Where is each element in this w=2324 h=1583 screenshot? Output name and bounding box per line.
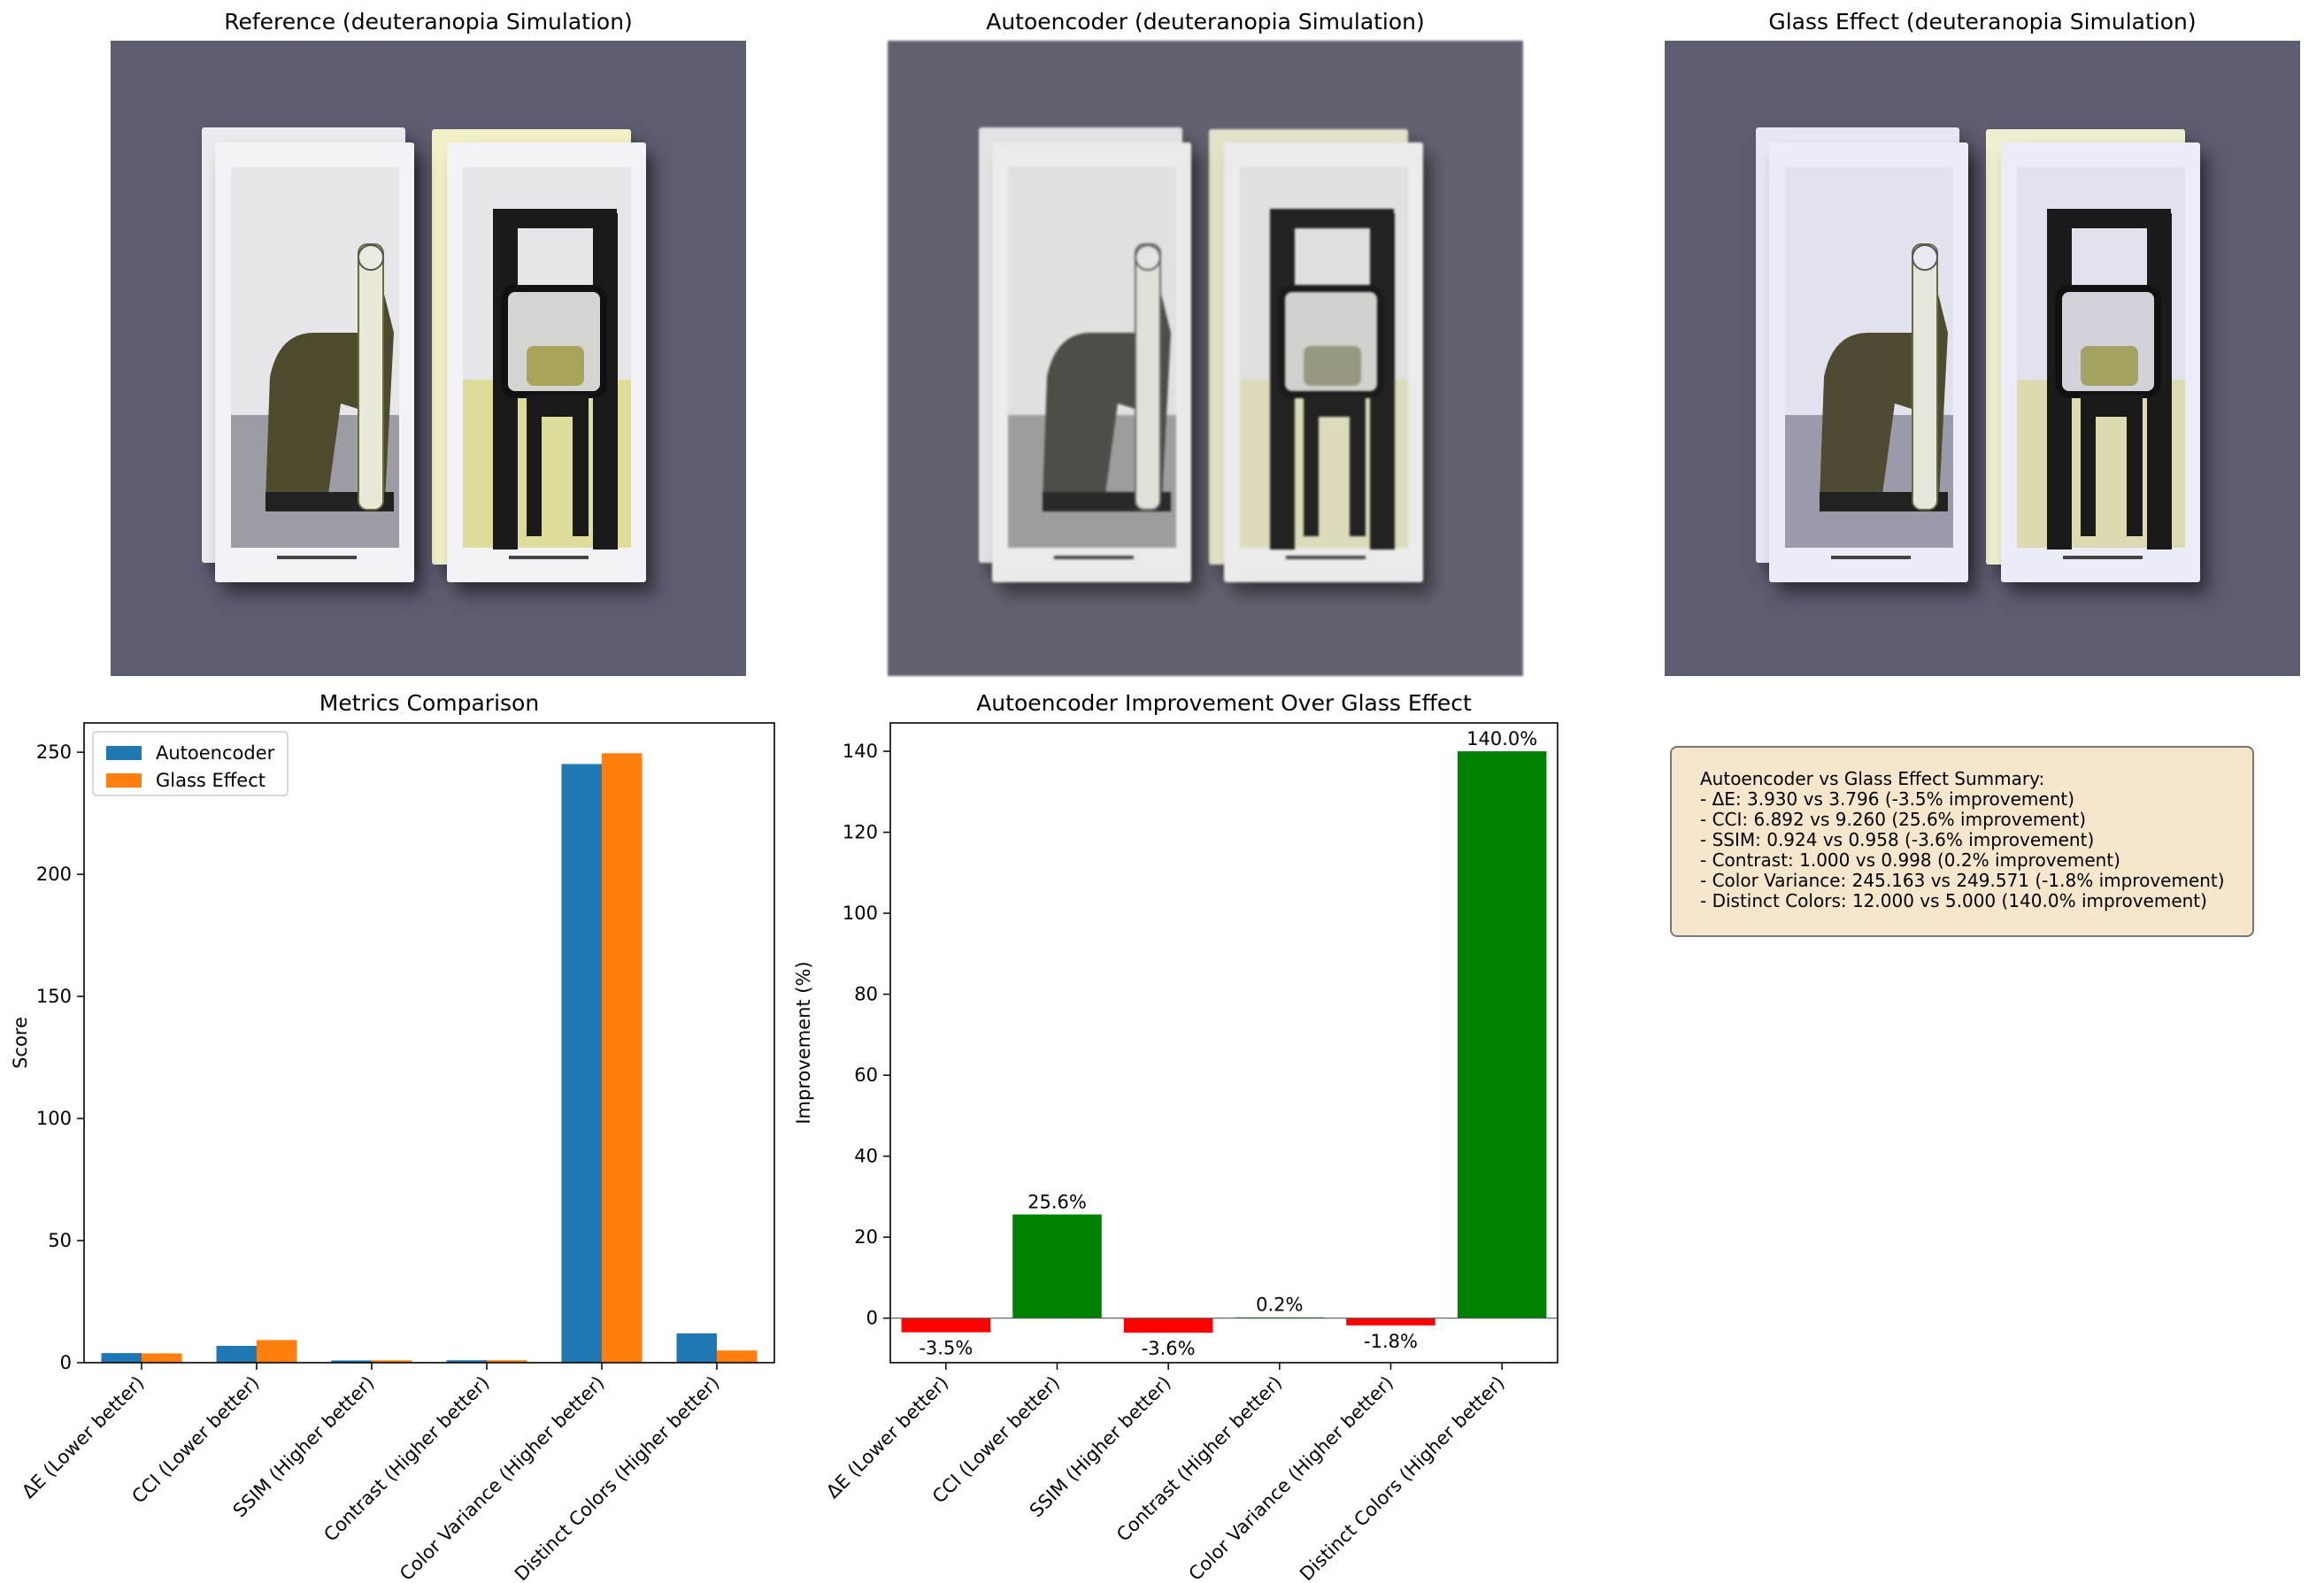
summary-line-color-variance: - Color Variance: 245.163 vs 249.571 (-1…	[1700, 870, 2225, 891]
improvement-bar	[1346, 1318, 1435, 1326]
legend-swatch-glass-effect	[106, 773, 142, 788]
metrics-axes-frame	[83, 722, 775, 1364]
improvement-xtick-label: Distinct Colors (Higher better)	[1296, 1372, 1509, 1583]
legend-swatch-autoencoder	[106, 746, 142, 760]
sculpture-art	[265, 209, 618, 549]
metrics-ylabel: Score	[10, 1017, 31, 1069]
metrics-bar-glass-effect	[717, 1350, 758, 1363]
improvement-ylabel: Improvement (%)	[793, 961, 814, 1124]
reference-image	[111, 41, 746, 676]
summary-line-delta-e: - ΔE: 3.930 vs 3.796 (-3.5% improvement)	[1700, 788, 2075, 810]
improvement-data-label: -3.5%	[919, 1338, 973, 1359]
metrics-ytick-label: 100	[36, 1108, 72, 1129]
summary-line-contrast: - Contrast: 1.000 vs 0.998 (0.2% improve…	[1700, 849, 2120, 871]
metrics-bar-glass-effect	[372, 1360, 412, 1363]
sculpture-art	[1820, 209, 2172, 549]
improvement-ytick-label: 140	[843, 741, 878, 762]
improvement-bar	[1123, 1318, 1213, 1333]
summary-box: Autoencoder vs Glass Effect Summary: - Δ…	[1670, 746, 2254, 937]
improvement-bar	[1457, 751, 1547, 1318]
summary-line-ssim: - SSIM: 0.924 vs 0.958 (-3.6% improvemen…	[1700, 829, 2095, 850]
improvement-data-label: 25.6%	[1027, 1192, 1087, 1213]
metrics-xtick-label: ΔE (Lower better)	[18, 1372, 148, 1502]
improvement-ytick-label: 0	[866, 1308, 878, 1329]
improvement-title: Autoencoder Improvement Over Glass Effec…	[976, 690, 1472, 716]
summary-line-cci: - CCI: 6.892 vs 9.260 (25.6% improvement…	[1700, 809, 2087, 830]
metrics-ytick-label: 0	[60, 1352, 72, 1373]
improvement-data-label: 0.2%	[1256, 1295, 1303, 1316]
metrics-ytick-label: 250	[36, 742, 72, 763]
summary-heading: Autoencoder vs Glass Effect Summary:	[1700, 768, 2045, 789]
sculpture-art	[1043, 209, 1395, 549]
metrics-bar-autoencoder	[676, 1333, 717, 1363]
improvement-xtick-label: ΔE (Lower better)	[822, 1372, 952, 1502]
legend-label-glass-effect: Glass Effect	[156, 770, 265, 791]
metrics-ytick-label: 50	[48, 1230, 72, 1251]
metrics-xtick-label: Distinct Colors (Higher better)	[511, 1372, 724, 1583]
improvement-ytick-label: 80	[854, 984, 878, 1005]
improvement-ytick-label: 20	[854, 1226, 878, 1248]
metrics-bar-autoencoder	[216, 1345, 257, 1363]
improvement-ytick-label: 40	[854, 1146, 878, 1167]
glass-panel-title: Glass Effect (deuteranopia Simulation)	[1768, 9, 2197, 35]
reference-panel-title: Reference (deuteranopia Simulation)	[224, 9, 633, 35]
metrics-bar-autoencoder	[331, 1360, 372, 1363]
improvement-xtick-label: Color Variance (Higher better)	[1185, 1372, 1397, 1583]
metrics-bar-glass-effect	[602, 753, 643, 1363]
autoencoder-image	[888, 41, 1523, 676]
improvement-ytick-label: 120	[843, 822, 878, 843]
metrics-title: Metrics Comparison	[319, 690, 539, 716]
metrics-bar-autoencoder	[561, 764, 602, 1363]
improvement-data-label: -1.8%	[1364, 1331, 1418, 1352]
metrics-xtick-label: CCI (Lower better)	[127, 1372, 263, 1508]
metrics-bar-autoencoder	[101, 1353, 142, 1363]
improvement-xtick-label: CCI (Lower better)	[928, 1372, 1064, 1508]
autoencoder-panel-title: Autoencoder (deuteranopia Simulation)	[986, 9, 1425, 35]
improvement-data-label: -3.6%	[1142, 1338, 1196, 1359]
metrics-bar-glass-effect	[257, 1340, 297, 1363]
improvement-bar	[901, 1318, 991, 1333]
metrics-bar-glass-effect	[142, 1353, 182, 1363]
improvement-data-label: 140.0%	[1466, 728, 1537, 749]
metrics-ytick-label: 150	[36, 986, 72, 1007]
improvement-ytick-label: 100	[843, 903, 878, 924]
improvement-bar	[1012, 1214, 1102, 1318]
summary-line-distinct-colors: - Distinct Colors: 12.000 vs 5.000 (140.…	[1700, 890, 2207, 911]
legend-label-autoencoder: Autoencoder	[156, 742, 275, 764]
improvement-axes-frame	[889, 722, 1558, 1364]
improvement-ytick-label: 60	[854, 1064, 878, 1086]
metrics-ytick-label: 200	[36, 864, 72, 885]
metrics-bar-glass-effect	[487, 1360, 527, 1363]
metrics-xtick-label: Color Variance (Higher better)	[396, 1372, 608, 1583]
metrics-bar-autoencoder	[446, 1360, 487, 1363]
glass-effect-image	[1665, 41, 2300, 676]
